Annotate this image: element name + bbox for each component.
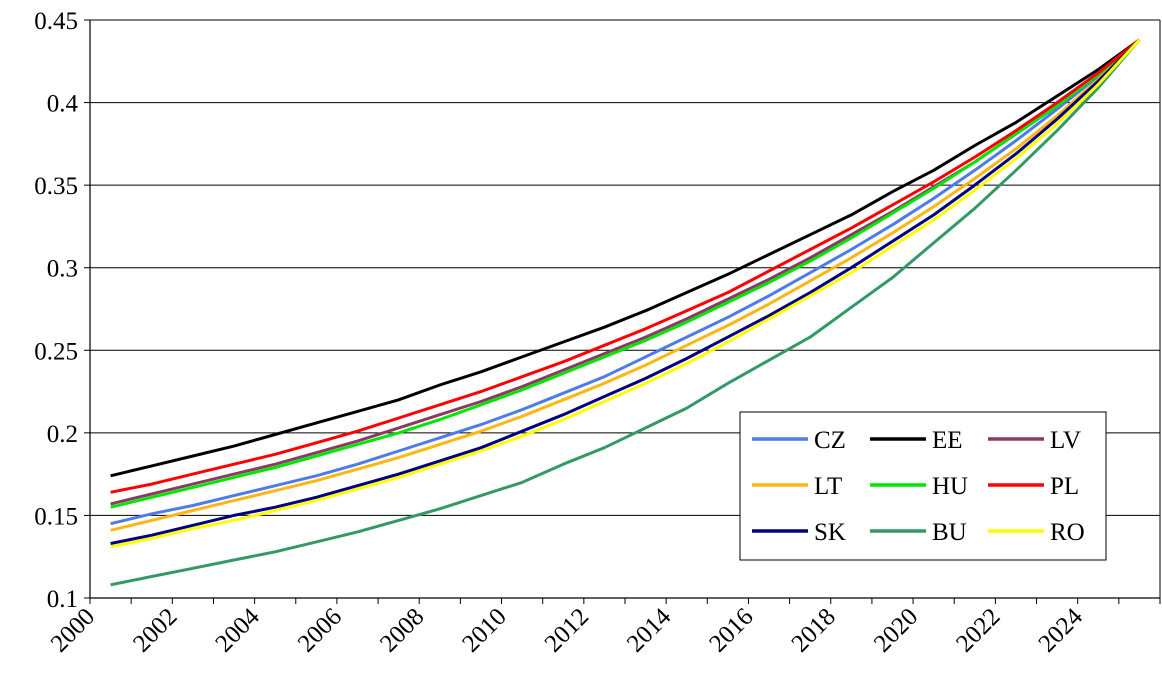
y-tick-label-4: 0.3	[47, 256, 78, 283]
series-lines	[110, 38, 1141, 587]
legend-label-lt: LT	[814, 473, 842, 500]
x-tick-label-6: 2012	[540, 603, 594, 657]
y-tick-label-7: 0.45	[34, 8, 78, 35]
x-tick-label-4: 2008	[375, 603, 429, 657]
x-tick-label-3: 2006	[293, 603, 347, 657]
y-tick-label-6: 0.4	[47, 91, 79, 118]
grid-lines	[90, 19, 1160, 516]
y-tick-label-3: 0.25	[34, 338, 78, 365]
y-tick-label-5: 0.35	[34, 173, 78, 200]
legend: CZ EE LV LT HU PL SK BU RO	[739, 411, 1107, 561]
x-tick-label-2: 2004	[210, 603, 265, 658]
x-tick-label-11: 2022	[951, 603, 1005, 657]
x-tick-label-7: 2014	[622, 603, 677, 658]
series-line-sk	[110, 38, 1141, 545]
y-axis-ticks: 0.1 0.15 0.2 0.25 0.3 0.35 0.4 0.45	[34, 8, 90, 613]
series-line-cz	[110, 38, 1141, 526]
y-tick-label-0: 0.1	[47, 586, 78, 613]
series-line-ro	[110, 38, 1141, 549]
x-tick-label-10: 2020	[869, 603, 923, 657]
x-tick-label-5: 2010	[457, 603, 511, 657]
x-tick-label-1: 2002	[128, 603, 182, 657]
legend-label-ro: RO	[1050, 519, 1085, 546]
legend-label-hu: HU	[932, 473, 968, 500]
legend-label-lv: LV	[1050, 427, 1081, 454]
legend-label-bu: BU	[932, 519, 967, 546]
x-tick-label-9: 2018	[787, 603, 841, 657]
x-axis-ticks: 2000 2002 2004 2006 2008 2010 2012 2014 2016 2018…	[46, 598, 1161, 658]
series-line-ee	[110, 38, 1141, 478]
series-line-lt	[110, 38, 1141, 532]
series-line-bu	[110, 38, 1141, 587]
legend-label-pl: PL	[1050, 473, 1079, 500]
series-line-pl	[110, 38, 1141, 494]
y-tick-label-2: 0.2	[47, 421, 78, 448]
legend-label-ee: EE	[932, 427, 963, 454]
legend-label-cz: CZ	[814, 427, 846, 454]
legend-label-sk: SK	[814, 519, 846, 546]
x-tick-label-12: 2024	[1033, 603, 1088, 658]
y-tick-label-1: 0.15	[34, 503, 78, 530]
x-tick-label-8: 2016	[704, 603, 758, 657]
series-line-hu	[110, 38, 1141, 509]
